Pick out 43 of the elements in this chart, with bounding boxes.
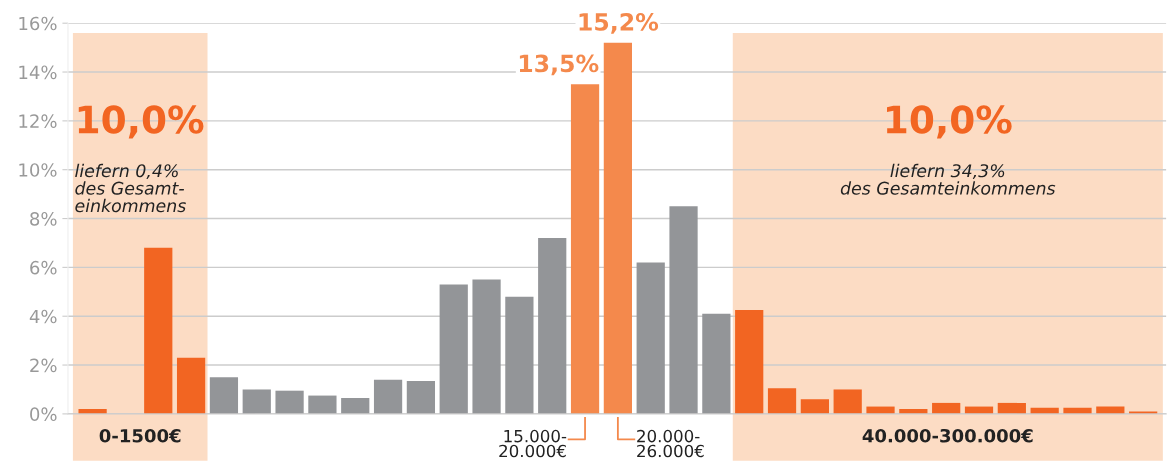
y-tick-label: 12%: [19, 114, 57, 128]
bar: [735, 310, 764, 414]
y-tick-label: 14%: [19, 65, 57, 80]
bar: [833, 389, 862, 414]
bar: [800, 399, 829, 414]
bar: [472, 279, 501, 414]
annotation: liefern 34,3% des Gesamteinkommens: [840, 163, 1056, 195]
y-tick-label: 6%: [30, 260, 57, 275]
y-tick-label: 0%: [30, 407, 57, 421]
bar: [209, 377, 239, 414]
bar: [702, 313, 731, 414]
bar: [603, 42, 632, 414]
text: 20.000- 26.000€: [637, 429, 704, 458]
text: 15.000- 20.000€: [499, 429, 567, 458]
annotation: 10,0%: [78, 105, 204, 139]
y-tick-label: 8%: [30, 212, 57, 226]
bar: [932, 402, 961, 414]
bar: [570, 84, 600, 414]
bar: [406, 380, 436, 414]
bar: [242, 389, 271, 414]
bar: [176, 357, 206, 414]
bar: [373, 379, 403, 414]
bar: [341, 398, 370, 414]
bar: [767, 388, 797, 414]
text: 0-1500€: [99, 428, 181, 443]
annotation: 10,0%: [887, 105, 1012, 139]
y-tick-label: 10%: [19, 163, 57, 177]
annotation: liefern 0,4% des Gesamt- einkommens: [75, 163, 186, 213]
bar: [275, 390, 304, 414]
bar: [538, 238, 567, 414]
bar: [636, 262, 665, 414]
y-tick-label: 4%: [29, 309, 57, 324]
bar: [144, 247, 173, 414]
text: 40.000-300.000€: [862, 428, 1033, 443]
bar: [505, 296, 534, 414]
data-label: 15,2%: [579, 12, 659, 34]
bar: [308, 395, 337, 414]
data-label: 13,5%: [519, 54, 599, 76]
y-tick-label: 16%: [19, 16, 57, 31]
bar: [669, 206, 698, 414]
bar: [997, 402, 1026, 414]
y-tick-label: 2%: [30, 358, 57, 373]
bar: [439, 284, 468, 414]
